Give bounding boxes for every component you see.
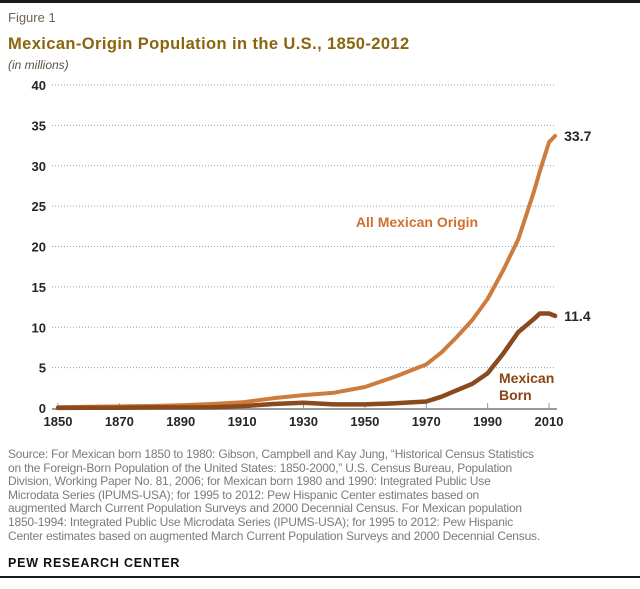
source-line: Center estimates based on augmented Marc… xyxy=(8,528,540,543)
y-tick-label-10: 10 xyxy=(32,320,46,335)
x-tick-label-1890: 1890 xyxy=(166,414,195,429)
chart-units-subtitle: (in millions) xyxy=(8,58,69,72)
y-tick-label-15: 15 xyxy=(32,280,46,295)
line-chart: 0 5 10 15 20 25 30 35 40 1850 1870 1890 1910 1930 1950… xyxy=(32,78,592,429)
y-tick-label-35: 35 xyxy=(32,118,46,133)
x-tick-label-1870: 1870 xyxy=(105,414,134,429)
x-tick-label-1930: 1930 xyxy=(289,414,318,429)
series-label-mexican-born: Mexican Born xyxy=(499,370,554,403)
series-label-all-mexican-origin: All Mexican Origin xyxy=(356,214,478,230)
y-tick-label-5: 5 xyxy=(39,361,46,376)
x-tick-label-1970: 1970 xyxy=(412,414,441,429)
page-title: Mexican-Origin Population in the U.S., 1… xyxy=(8,35,410,53)
x-tick-label-1910: 1910 xyxy=(228,414,257,429)
bottom-rule xyxy=(0,576,640,579)
top-rule xyxy=(0,0,640,3)
end-label-mexican-born: 11.4 xyxy=(564,308,591,324)
figure-label: Figure 1 xyxy=(8,10,56,25)
source-line: Division, Working Paper No. 81, 2006; fo… xyxy=(8,474,491,489)
x-tick-label-1850: 1850 xyxy=(44,414,73,429)
x-tick-label-2010: 2010 xyxy=(535,414,564,429)
y-tick-label-30: 30 xyxy=(32,159,46,174)
source-line: 1850-1994: Integrated Public Use Microda… xyxy=(8,514,513,529)
source-line: augmented March Current Population Surve… xyxy=(8,501,522,516)
y-tick-label-0: 0 xyxy=(39,401,46,416)
end-label-all-mexican-origin: 33.7 xyxy=(564,128,591,144)
series-line-all-mexican-origin xyxy=(56,133,558,410)
source-note: Source: For Mexican born 1850 to 1980: G… xyxy=(8,447,632,543)
source-line: on the Foreign-Born Population of the Un… xyxy=(8,460,512,475)
y-tick-label-25: 25 xyxy=(32,199,46,214)
y-tick-label-20: 20 xyxy=(32,240,46,255)
series-line-mexican-born xyxy=(55,311,558,411)
x-tick-label-1990: 1990 xyxy=(473,414,502,429)
source-line: Microdata Series (IPUMS-USA); for 1995 t… xyxy=(8,487,480,502)
source-line: Source: For Mexican born 1850 to 1980: G… xyxy=(8,447,534,461)
y-tick-label-40: 40 xyxy=(32,78,46,93)
x-tick-label-1950: 1950 xyxy=(350,414,379,429)
footer-brand: PEW RESEARCH CENTER xyxy=(8,556,181,571)
